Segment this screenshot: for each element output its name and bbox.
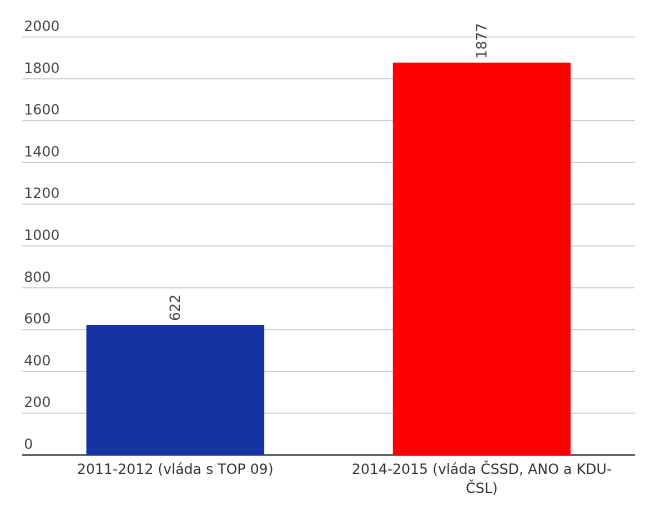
y-tick-label: 1000 [24, 228, 60, 244]
x-tick-label: 2014-2015 (vláda ČSSD, ANO a KDU-ČSL) [351, 462, 612, 497]
y-tick-label: 0 [24, 437, 33, 453]
y-tick-label: 800 [24, 270, 51, 286]
y-tick-label: 1400 [24, 144, 60, 160]
y-tick-label: 1200 [24, 186, 60, 202]
x-tick-label: 2011-2012 (vláda s TOP 09) [77, 462, 274, 478]
y-tick-label: 400 [24, 353, 51, 369]
y-tick-label: 2000 [24, 19, 60, 35]
value-label: 1877 [475, 23, 491, 59]
bar [392, 62, 571, 455]
value-label: 622 [168, 294, 184, 321]
y-tick-label: 200 [24, 395, 51, 411]
y-tick-label: 600 [24, 312, 51, 328]
bar [86, 325, 265, 455]
y-tick-label: 1800 [24, 61, 60, 77]
y-tick-label: 1600 [24, 103, 60, 119]
